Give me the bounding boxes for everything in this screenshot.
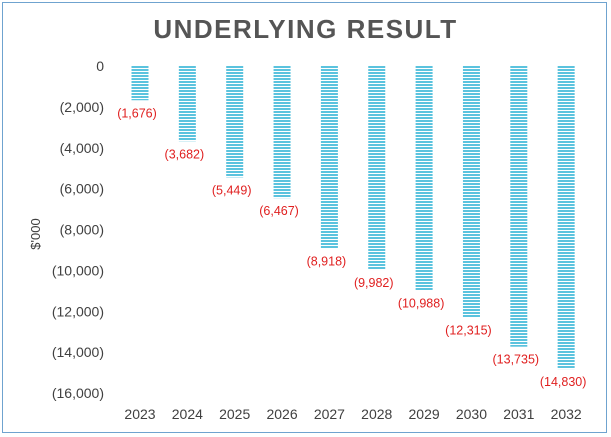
data-label-2027: (8,918) [307, 254, 347, 268]
x-tick-label-2027: 2027 [314, 406, 345, 422]
data-label-2025: (5,449) [212, 183, 252, 197]
bar-2024 [178, 66, 196, 142]
y-tick-label: (4,000) [60, 140, 104, 156]
bar-2026 [273, 66, 291, 199]
x-tick-label-2024: 2024 [172, 406, 203, 422]
data-label-2029: (10,988) [398, 297, 445, 311]
bars [131, 66, 575, 370]
y-axis: 0 (2,000) (4,000) (6,000) (8,000) (10,000) (12… [52, 58, 104, 401]
y-tick-label: (8,000) [60, 222, 104, 238]
y-axis-title-group: $'000 [28, 218, 43, 249]
y-tick-label: (10,000) [52, 262, 104, 278]
x-tick-label-2023: 2023 [124, 406, 155, 422]
x-tick-label-2028: 2028 [361, 406, 392, 422]
x-tick-label-2031: 2031 [503, 406, 534, 422]
y-axis-title: $'000 [28, 218, 43, 249]
data-label-2024: (3,682) [165, 147, 205, 161]
bar-2031 [510, 66, 528, 347]
bar-2030 [462, 66, 480, 318]
data-labels: (1,676) (3,682) (5,449) (6,467) (8,918) (9,98… [117, 106, 586, 389]
y-tick-label: (6,000) [60, 181, 104, 197]
bar-2027 [320, 66, 338, 249]
data-label-2031: (13,735) [493, 353, 540, 367]
bar-2029 [415, 66, 433, 291]
x-axis: 2023 2024 2025 2026 2027 2028 2029 2030 2031 2032 [124, 406, 582, 422]
data-label-2023: (1,676) [117, 106, 157, 120]
y-tick-label: (2,000) [60, 99, 104, 115]
bar-2028 [368, 66, 386, 271]
x-tick-label-2025: 2025 [219, 406, 250, 422]
y-tick-label: (12,000) [52, 303, 104, 319]
data-label-2032: (14,830) [540, 375, 587, 389]
x-tick-label-2026: 2026 [266, 406, 297, 422]
y-tick-label: 0 [96, 58, 104, 74]
data-label-2030: (12,315) [445, 324, 492, 338]
y-tick-label: (14,000) [52, 344, 104, 360]
data-label-2026: (6,467) [259, 204, 299, 218]
x-tick-label-2029: 2029 [409, 406, 440, 422]
y-tick-label: (16,000) [52, 385, 104, 401]
bar-2025 [226, 66, 244, 178]
x-tick-label-2030: 2030 [456, 406, 487, 422]
chart-frame [2, 2, 607, 433]
data-label-2028: (9,982) [354, 276, 394, 290]
bar-2023 [131, 66, 149, 101]
chart-title: UNDERLYING RESULT [153, 14, 458, 44]
bar-2032 [557, 66, 575, 370]
x-tick-label-2032: 2032 [551, 406, 582, 422]
